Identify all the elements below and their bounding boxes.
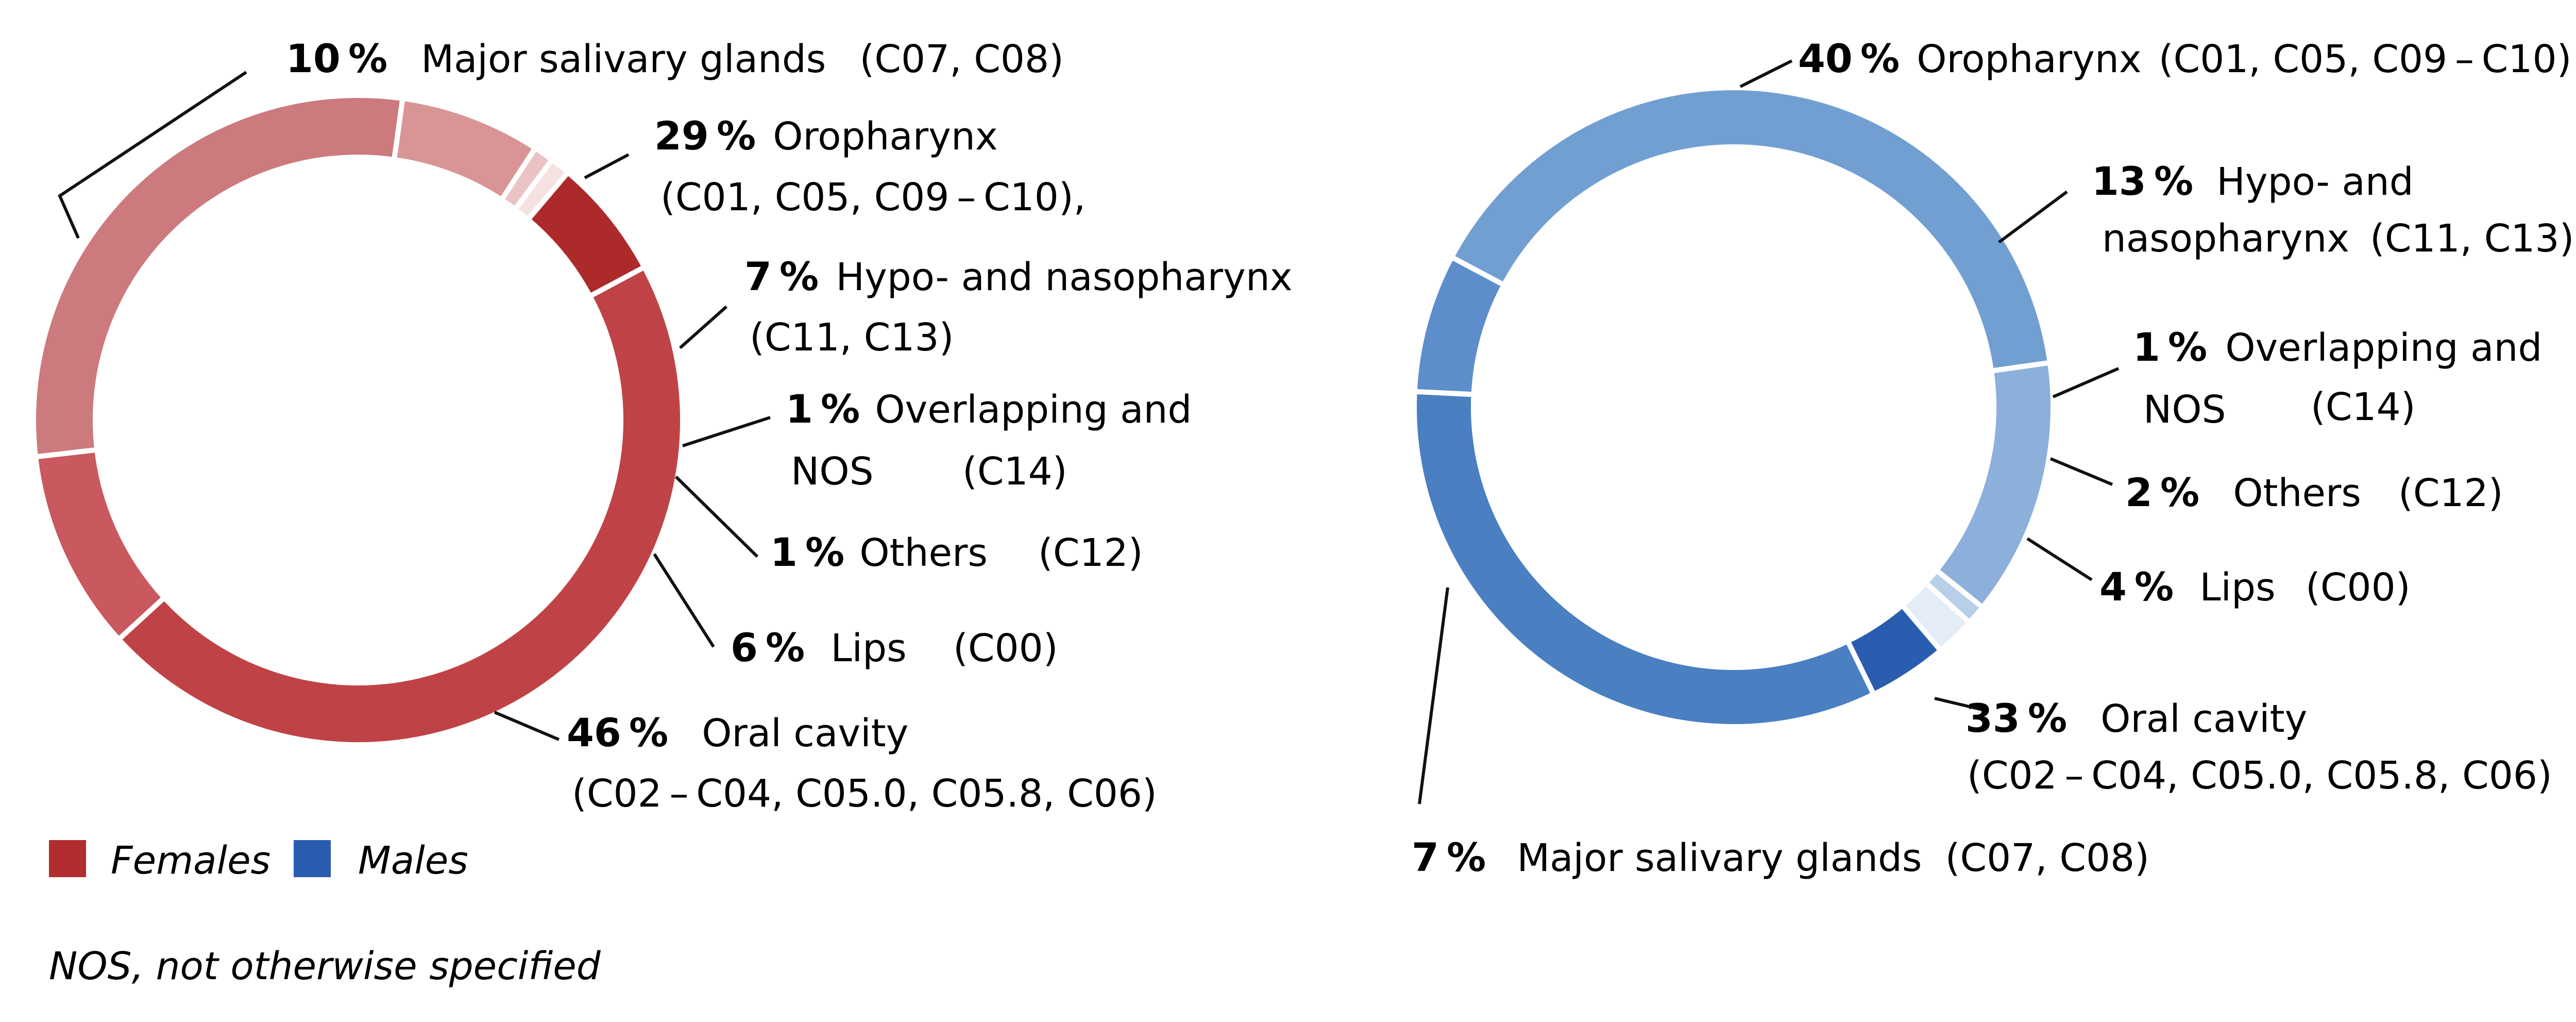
label-female-others: 1 % Others [770, 529, 988, 575]
label-female-hypo: 7 % Hypo- and nasopharynx [744, 254, 1293, 299]
male-slice-oral-cavity [1412, 389, 1877, 729]
leader-female-oral [494, 711, 560, 741]
label-female-oro: 29 % Oropharynx [654, 113, 998, 159]
leader-male-lips [2026, 537, 2093, 581]
label-male-others: 2 % Others [2125, 470, 2361, 515]
label-female-overlap: 1 % Overlapping and [786, 386, 1192, 432]
leader-female-overlap [682, 416, 771, 447]
leader-female-lips [653, 553, 715, 648]
leader-male-salivary [1418, 587, 1449, 805]
label-female-oro-codes: (C01, C05, C09 – C10), [660, 175, 1086, 220]
leader-male-oro [1739, 59, 1793, 88]
label-male-hypo-codes: (C11, C13) [2370, 216, 2574, 261]
label-female-hypo-codes: (C11, C13) [750, 315, 954, 360]
label-male-hypo: 13 % Hypo- and [2092, 158, 2414, 204]
label-male-oral: 33 % Oral cavity [1965, 695, 2307, 741]
male-donut [1412, 85, 2056, 729]
leader-female-others [674, 475, 759, 558]
male-slice-hypo-and-nasopharynx [1933, 360, 2056, 611]
female-slice-major-salivary-glands [32, 447, 168, 643]
legend-label-males: Males [358, 839, 468, 883]
leader-female-hypo [679, 305, 727, 349]
leader-male-hypo [1998, 190, 2068, 244]
footnote: NOS, not otherwise specified [49, 944, 601, 989]
label-male-lips-codes: (C00) [2306, 565, 2411, 610]
female-slice-oral-cavity [115, 263, 685, 747]
legend-swatch-females [49, 840, 86, 877]
label-male-overlap: 1 % Overlapping and [2133, 324, 2542, 370]
leader-male-others [2049, 457, 2113, 486]
label-female-oral-codes: (C02 – C04, C05.0, C05.8, C06) [572, 772, 1157, 816]
label-female-salivary: 10 % Major salivary glands (C07, C08) [286, 36, 1064, 81]
label-male-others-codes: (C12) [2398, 471, 2503, 515]
leader-male-oral [1934, 697, 1989, 713]
male-leader-lines [1418, 59, 2120, 805]
female-labels: 10 % Major salivary glands (C07, C08) 29… [286, 36, 1293, 816]
legend-label-females: Females [111, 839, 270, 883]
label-female-overlap-nos: NOS [791, 449, 874, 494]
label-male-overlap-codes: (C14) [2311, 385, 2416, 429]
leader-female-oro [584, 153, 630, 179]
label-male-lips: 4 % Lips [2099, 564, 2276, 610]
female-slice-oropharynx [31, 93, 406, 460]
label-male-oral-codes: (C02 – C04, C05.0, C05.8, C06) [1967, 753, 2552, 798]
male-slice-oropharynx [1448, 85, 2053, 374]
female-donut [31, 93, 685, 747]
label-male-overlap-nos: NOS [2143, 388, 2226, 432]
label-male-oro: 40 % Oropharynx (C01, C05, C09 – C10) [1798, 36, 2571, 81]
legend-swatch-males [294, 840, 331, 877]
female-leader-lines [58, 71, 771, 741]
label-female-lips-codes: (C00) [953, 626, 1058, 671]
legend: Females Males [49, 839, 468, 883]
leader-male-overlap [2052, 367, 2120, 398]
label-female-lips: 6 % Lips [731, 625, 907, 671]
label-female-overlap-codes: (C14) [962, 449, 1067, 494]
label-male-hypo-nasopharynx: nasopharynx [2102, 216, 2349, 261]
leader-female-salivary [58, 71, 247, 239]
male-labels: 40 % Oropharynx (C01, C05, C09 – C10) 13… [1412, 36, 2574, 880]
male-slice-major-salivary-glands [1412, 254, 1507, 397]
label-female-oral: 46 % Oral cavity [567, 710, 908, 756]
label-male-salivary: 7 % Major salivary glands (C07, C08) [1412, 834, 2149, 880]
label-female-others-codes: (C12) [1038, 531, 1143, 575]
